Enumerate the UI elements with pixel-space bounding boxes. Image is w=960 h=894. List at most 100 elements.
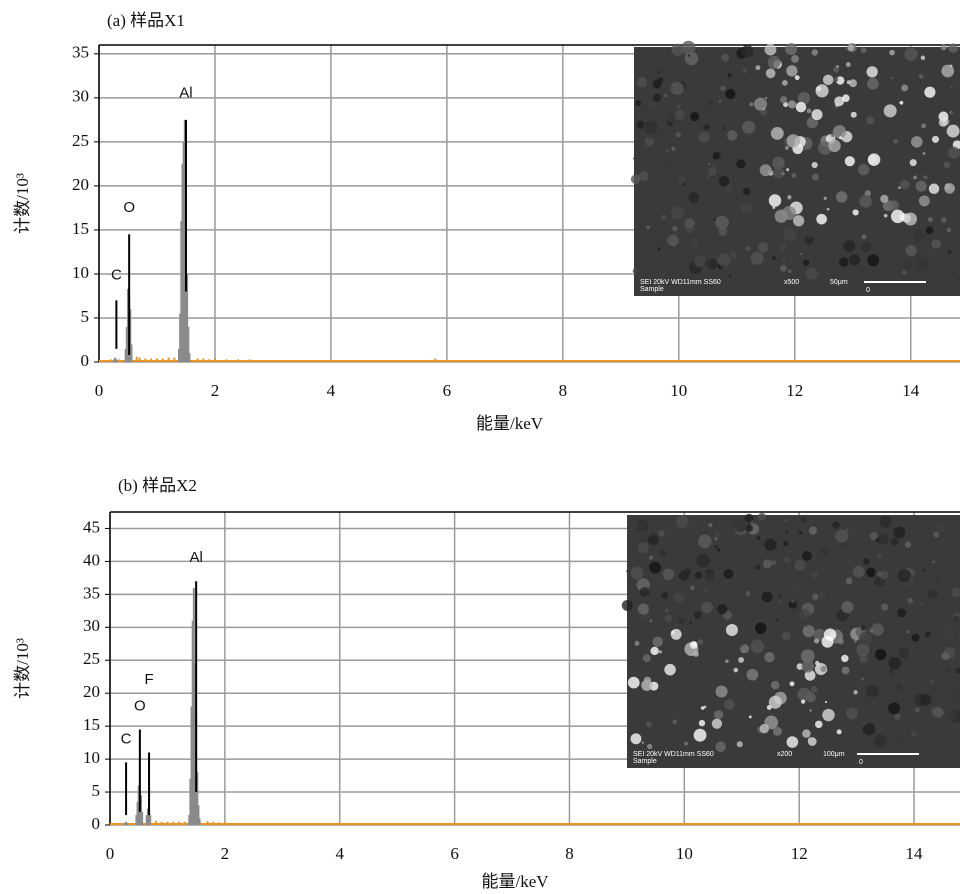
sem-texture — [783, 228, 797, 242]
sem-texture — [633, 157, 636, 160]
sem-texture — [782, 258, 786, 262]
annotation-label: Al — [179, 84, 192, 101]
sem-texture — [808, 737, 813, 742]
sem-texture — [927, 588, 939, 600]
sem-texture — [801, 550, 812, 561]
y-tick-label: 0 — [81, 351, 90, 370]
sem-texture — [845, 62, 851, 67]
sem-texture — [813, 628, 826, 642]
sem-texture — [808, 526, 818, 535]
spectrum-bar — [191, 620, 194, 825]
sem-texture — [667, 234, 679, 247]
y-tick-label: 30 — [83, 616, 100, 635]
sem-texture — [915, 180, 927, 192]
inset-label: x500 — [784, 279, 799, 286]
sem-texture — [944, 668, 950, 674]
spectrum-bar — [223, 821, 226, 825]
sem-texture — [894, 713, 901, 720]
sem-texture — [866, 77, 879, 90]
sem-texture — [762, 559, 772, 569]
sem-texture — [658, 530, 665, 537]
sem-texture — [946, 227, 952, 233]
sem-texture — [841, 654, 849, 663]
spectrum-bar — [125, 326, 128, 362]
sem-texture — [911, 633, 920, 642]
sem-texture — [759, 164, 772, 177]
sem-texture — [721, 53, 730, 62]
sem-texture — [811, 49, 818, 56]
y-tick-label: 40 — [83, 550, 100, 569]
spectrum-bar — [237, 359, 240, 362]
spectrum-bar — [160, 821, 163, 825]
sem-texture — [805, 625, 808, 628]
sem-texture — [938, 118, 948, 127]
spectrum-bar — [138, 357, 141, 362]
sem-texture — [793, 215, 805, 227]
spectrum-bar — [180, 221, 183, 362]
sem-texture — [714, 545, 719, 549]
sem-texture — [678, 570, 689, 582]
sem-texture — [785, 146, 789, 150]
sem-texture — [649, 619, 653, 623]
annotation-label: Al — [189, 549, 202, 566]
sem-texture — [868, 623, 872, 626]
spectrum-bar — [212, 821, 215, 825]
sem-texture — [675, 132, 681, 138]
sem-texture — [780, 96, 788, 104]
sem-texture — [914, 707, 920, 713]
sem-texture — [889, 669, 894, 674]
spectrum-bar — [118, 359, 121, 362]
x-tick-label: 14 — [902, 381, 920, 400]
sem-texture — [717, 548, 721, 552]
y-axis-label: 计数/10³ — [13, 173, 32, 234]
sem-texture — [704, 259, 712, 267]
sem-texture — [796, 663, 804, 670]
spectrum-bar — [252, 823, 255, 825]
sem-texture — [634, 640, 640, 646]
sem-texture — [791, 54, 799, 63]
inset-label: 0 — [866, 287, 870, 294]
sem-texture — [753, 97, 768, 111]
sem-texture — [643, 120, 658, 135]
sem-texture — [693, 610, 702, 619]
sem-texture — [661, 591, 669, 600]
spectrum-bar — [161, 358, 164, 362]
sem-texture — [955, 668, 960, 674]
sem-texture — [883, 104, 897, 118]
inset-label: Sample — [640, 286, 664, 293]
spectrum-bar — [281, 823, 284, 825]
y-tick-label: 25 — [83, 649, 100, 668]
sem-texture — [630, 566, 644, 580]
sem-texture — [773, 235, 781, 243]
sem-texture — [783, 102, 789, 108]
sem-texture — [786, 736, 799, 748]
sem-texture — [671, 43, 684, 57]
sem-texture — [644, 136, 655, 147]
chart-title: (a) 样品X1 — [107, 11, 185, 30]
sem-texture — [861, 234, 867, 240]
sem-texture — [823, 628, 837, 641]
sem-texture — [948, 43, 958, 54]
sem-texture — [876, 553, 883, 560]
spectrum-bar — [148, 808, 151, 825]
spectrum-bar — [166, 821, 169, 825]
sem-texture — [811, 109, 823, 121]
sem-texture — [698, 719, 706, 727]
sem-texture — [784, 519, 788, 522]
sem-texture — [677, 175, 687, 185]
sem-texture — [670, 81, 684, 96]
spectrum-bar — [213, 358, 216, 362]
sem-texture — [755, 65, 761, 71]
annotation-label: O — [134, 697, 146, 714]
sem-texture — [750, 251, 764, 265]
sem-texture — [826, 207, 830, 211]
sem-texture — [770, 560, 777, 566]
sem-texture — [817, 592, 827, 602]
y-tick-label: 45 — [83, 517, 100, 536]
spectrum-bar — [189, 778, 192, 825]
sem-texture — [671, 146, 676, 151]
sem-texture — [923, 175, 928, 180]
sem-texture — [650, 532, 655, 537]
sem-texture — [811, 161, 818, 169]
